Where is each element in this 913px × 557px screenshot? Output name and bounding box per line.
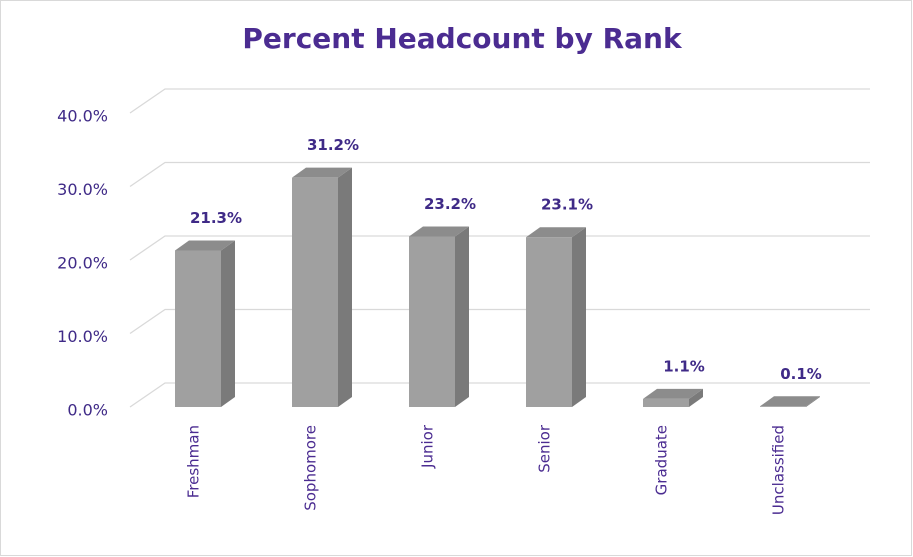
bar-top (760, 396, 820, 407)
y-tick-label: 30.0% (57, 180, 108, 199)
bar-side (689, 388, 703, 407)
data-label: 23.1% (541, 196, 593, 214)
y-tick-label: 10.0% (57, 327, 108, 346)
bar (292, 177, 338, 407)
data-label: 21.3% (190, 209, 242, 227)
bar (175, 250, 221, 407)
y-tick-label: 40.0% (57, 107, 108, 126)
bar-side (806, 396, 820, 407)
data-label: 0.1% (780, 365, 822, 383)
grid-line (129, 308, 870, 335)
bar-side (572, 227, 586, 407)
bar (643, 398, 689, 407)
bar (409, 236, 455, 407)
bar-side (455, 226, 469, 407)
grid-line (129, 161, 870, 188)
data-label: 23.2% (424, 195, 476, 213)
bar-top (526, 227, 586, 238)
bar (760, 406, 806, 407)
x-tick-label: Unclassified (770, 425, 788, 515)
data-label: 1.1% (663, 357, 705, 375)
x-tick-label: Sophomore (302, 425, 320, 511)
x-tick-label: Graduate (653, 425, 671, 495)
x-tick-label: Junior (419, 424, 437, 469)
x-tick-label: Senior (536, 424, 554, 473)
bar-top (175, 240, 235, 251)
grid-line (129, 88, 870, 114)
data-label: 31.2% (307, 136, 359, 154)
bar-side (221, 240, 235, 407)
bar-top (643, 388, 703, 399)
bar-top (409, 226, 469, 237)
grid-line (129, 235, 870, 261)
chart-title: Percent Headcount by Rank (242, 22, 683, 55)
y-tick-label: 0.0% (67, 401, 108, 420)
bar-top (292, 167, 352, 178)
bar (526, 237, 572, 407)
grid-line (129, 382, 870, 408)
y-tick-label: 20.0% (57, 254, 108, 273)
bar-side (338, 167, 352, 407)
x-tick-label: Freshman (185, 425, 203, 498)
